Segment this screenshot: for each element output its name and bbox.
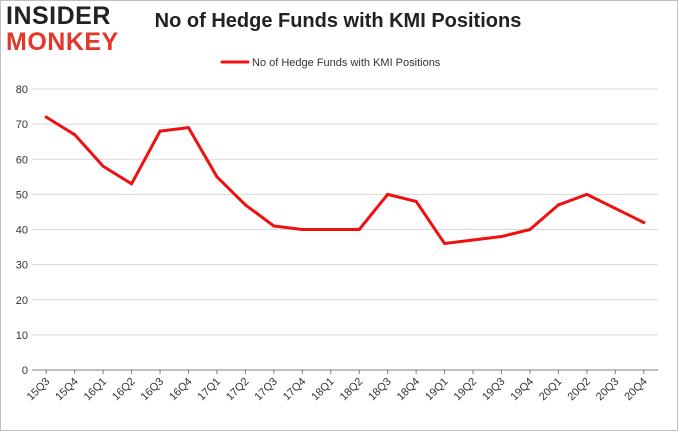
chart-title: No of Hedge Funds with KMI Positions bbox=[154, 10, 522, 32]
grid-lines bbox=[32, 88, 658, 336]
data-point bbox=[243, 203, 247, 207]
x-tick-label: 20Q4 bbox=[622, 376, 650, 404]
axes bbox=[32, 369, 658, 374]
logo-line-monkey: MONKEY bbox=[6, 28, 119, 56]
x-tick-label: 18Q1 bbox=[309, 376, 337, 404]
data-point bbox=[272, 224, 276, 228]
x-tick-label: 17Q2 bbox=[224, 376, 252, 404]
data-point bbox=[585, 192, 589, 196]
data-point bbox=[215, 175, 219, 179]
legend-label: No of Hedge Funds with KMI Positions bbox=[252, 57, 441, 69]
x-tick-labels: 15Q3 15Q4 16Q1 16Q2 16Q3 16Q4 17Q1 17Q2 17Q3 17Q4… bbox=[25, 376, 650, 404]
y-tick-label: 50 bbox=[16, 189, 28, 201]
x-tick-label: 17Q4 bbox=[281, 376, 309, 404]
y-tick-label: 40 bbox=[16, 225, 28, 237]
legend: No of Hedge Funds with KMI Positions bbox=[220, 57, 441, 69]
y-tick-label: 10 bbox=[16, 330, 28, 342]
x-tick-label: 16Q4 bbox=[167, 376, 195, 404]
x-tick-label: 15Q3 bbox=[25, 376, 53, 404]
x-tick-label: 19Q1 bbox=[423, 376, 451, 404]
x-tick-label: 17Q1 bbox=[196, 376, 224, 404]
data-point bbox=[443, 242, 447, 246]
x-tick-label: 16Q1 bbox=[82, 376, 110, 404]
x-tick-label: 20Q2 bbox=[565, 376, 593, 404]
y-tick-label: 70 bbox=[16, 119, 28, 131]
x-tick-label: 17Q3 bbox=[252, 376, 280, 404]
series-line bbox=[44, 115, 646, 246]
data-point bbox=[130, 182, 134, 186]
data-point bbox=[158, 129, 162, 133]
x-tick-label: 19Q3 bbox=[480, 376, 508, 404]
data-point bbox=[471, 238, 475, 242]
x-tick-label: 20Q1 bbox=[537, 376, 565, 404]
y-tick-label: 30 bbox=[16, 260, 28, 272]
y-tick-label: 60 bbox=[16, 154, 28, 166]
x-tick-label: 16Q2 bbox=[110, 376, 138, 404]
data-point bbox=[556, 203, 560, 207]
y-tick-label: 20 bbox=[16, 295, 28, 307]
data-point bbox=[300, 228, 304, 231]
data-point bbox=[187, 126, 190, 130]
data-point bbox=[357, 228, 361, 231]
y-tick-labels: 0 10 20 30 40 50 60 70 80 bbox=[16, 84, 28, 377]
x-tick-label: 18Q3 bbox=[366, 376, 394, 404]
x-tick-label: 19Q4 bbox=[509, 376, 537, 404]
data-point bbox=[613, 206, 617, 210]
x-tick-label: 16Q3 bbox=[139, 376, 167, 404]
y-tick-label: 80 bbox=[16, 84, 28, 96]
series-layer bbox=[44, 115, 646, 246]
data-point bbox=[500, 235, 503, 239]
insider-monkey-logo: INSIDER MONKEY bbox=[6, 4, 126, 55]
data-point bbox=[386, 192, 390, 196]
data-point bbox=[642, 220, 646, 224]
x-tick-label: 20Q3 bbox=[594, 376, 622, 404]
data-point bbox=[528, 228, 532, 231]
x-tick-label: 18Q2 bbox=[338, 376, 366, 404]
data-point bbox=[101, 164, 105, 168]
logo-line-insider: INSIDER bbox=[6, 2, 111, 30]
x-tick-label: 18Q4 bbox=[395, 376, 423, 404]
data-point bbox=[73, 133, 77, 137]
y-tick-label: 0 bbox=[22, 365, 28, 377]
data-point bbox=[44, 115, 48, 119]
x-tick-label: 15Q4 bbox=[53, 376, 81, 404]
x-tick-label: 19Q2 bbox=[452, 376, 480, 404]
data-point bbox=[329, 228, 333, 231]
data-point bbox=[414, 199, 418, 203]
